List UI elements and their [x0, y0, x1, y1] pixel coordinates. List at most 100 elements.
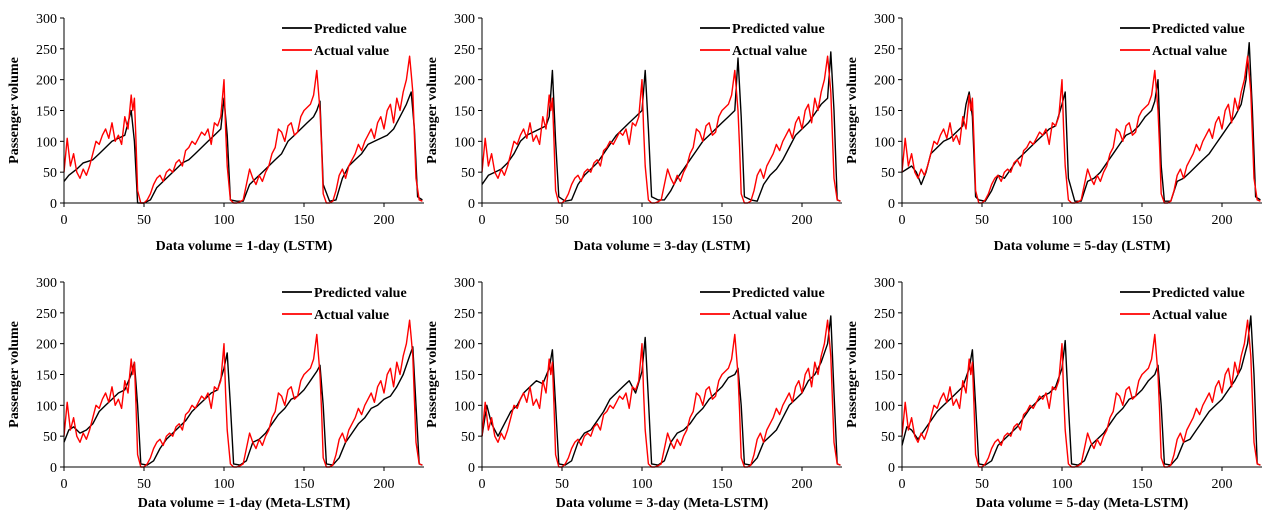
- x-tick-label: 200: [792, 213, 813, 228]
- legend-label: Predicted value: [732, 286, 825, 301]
- x-axis-title: Data volume = 1-day (Meta-LSTM): [138, 496, 351, 511]
- y-tick-label: 250: [454, 43, 475, 58]
- legend-label: Predicted value: [732, 22, 825, 37]
- y-axis-title: Passenger volume: [425, 321, 440, 428]
- y-tick-label: 300: [36, 276, 57, 291]
- x-tick-label: 100: [214, 213, 235, 228]
- series-line-actual: [901, 319, 1261, 468]
- series-line-predicted: [901, 42, 1261, 202]
- legend-label: Predicted value: [1152, 286, 1245, 301]
- y-tick-label: 200: [874, 338, 895, 353]
- y-tick-label: 100: [36, 135, 57, 150]
- x-tick-label: 0: [899, 477, 906, 492]
- legend-label: Actual value: [1152, 44, 1227, 59]
- y-tick-label: 300: [454, 276, 475, 291]
- chart-panel-6: 0 50 100 150 200 250 300 0 50 100 150 200 Data volum…: [845, 276, 1262, 511]
- y-tick-label: 100: [454, 399, 475, 414]
- x-tick-label: 0: [899, 213, 906, 228]
- series-line-predicted: [63, 346, 423, 466]
- legend: Predicted value Actual value: [1120, 22, 1245, 59]
- x-tick-label: 100: [632, 477, 653, 492]
- y-tick-label: 150: [36, 369, 57, 384]
- series-line-actual: [63, 319, 423, 468]
- y-tick-label: 150: [454, 105, 475, 120]
- x-tick-label: 150: [712, 477, 733, 492]
- y-tick-label: 250: [36, 43, 57, 58]
- y-tick-label: 50: [461, 430, 475, 445]
- y-tick-label: 250: [454, 307, 475, 322]
- x-tick-label: 0: [61, 213, 68, 228]
- y-tick-label: 0: [50, 461, 57, 476]
- x-axis-title: Data volume = 5-day (Meta-LSTM): [976, 496, 1189, 511]
- series-line-actual: [481, 55, 841, 204]
- y-tick-label: 300: [36, 12, 57, 27]
- legend-label: Actual value: [314, 44, 389, 59]
- x-tick-label: 50: [975, 477, 989, 492]
- x-tick-label: 150: [294, 213, 315, 228]
- legend: Predicted value Actual value: [1120, 286, 1245, 323]
- x-axis-title: Data volume = 3-day (Meta-LSTM): [556, 496, 769, 511]
- x-tick-label: 200: [1212, 477, 1233, 492]
- y-tick-label: 150: [874, 369, 895, 384]
- y-tick-label: 100: [874, 135, 895, 150]
- x-tick-label: 150: [712, 213, 733, 228]
- legend-label: Actual value: [314, 308, 389, 323]
- y-tick-label: 150: [454, 369, 475, 384]
- y-tick-label: 250: [874, 307, 895, 322]
- y-axis-title: Passenger volume: [845, 321, 860, 428]
- chart-panel-4: 0 50 100 150 200 250 300 0 50 100 150 200 Data volum…: [7, 276, 424, 511]
- chart-panel-2: 0 50 100 150 200 250 300 0 50 100 150 200 Data volum…: [425, 12, 842, 254]
- y-tick-label: 50: [881, 430, 895, 445]
- x-tick-label: 50: [137, 213, 151, 228]
- y-tick-label: 50: [43, 166, 57, 181]
- x-tick-label: 150: [1132, 477, 1153, 492]
- x-tick-label: 100: [1052, 213, 1073, 228]
- legend-label: Actual value: [1152, 308, 1227, 323]
- y-tick-label: 200: [454, 74, 475, 89]
- legend: Predicted value Actual value: [282, 22, 407, 59]
- x-tick-label: 100: [1052, 477, 1073, 492]
- y-axis-title: Passenger volume: [7, 57, 22, 164]
- x-tick-label: 200: [792, 477, 813, 492]
- y-tick-label: 200: [36, 74, 57, 89]
- x-axis-title: Data volume = 5-day (LSTM): [994, 239, 1171, 254]
- legend-label: Predicted value: [314, 22, 407, 37]
- x-tick-label: 150: [294, 477, 315, 492]
- chart-panel-3: 0 50 100 150 200 250 300 0 50 100 150 200 Data volum…: [845, 12, 1262, 254]
- x-axis-title: Data volume = 3-day (LSTM): [574, 239, 751, 254]
- series-line-predicted: [901, 315, 1261, 466]
- legend-label: Predicted value: [314, 286, 407, 301]
- y-tick-label: 300: [454, 12, 475, 27]
- x-tick-label: 100: [632, 213, 653, 228]
- x-tick-label: 50: [555, 213, 569, 228]
- y-axis-title: Passenger volume: [425, 57, 440, 164]
- y-tick-label: 50: [881, 166, 895, 181]
- legend-label: Actual value: [732, 308, 807, 323]
- y-tick-label: 0: [468, 197, 475, 212]
- y-tick-label: 300: [874, 12, 895, 27]
- legend: Predicted value Actual value: [282, 286, 407, 323]
- x-axis-title: Data volume = 1-day (LSTM): [156, 239, 333, 254]
- y-tick-label: 300: [874, 276, 895, 291]
- y-axis-title: Passenger volume: [7, 321, 22, 428]
- chart-panel-5: 0 50 100 150 200 250 300 0 50 100 150 200 Data volum…: [425, 276, 842, 511]
- y-tick-label: 50: [461, 166, 475, 181]
- chart-panel-1: 0 50 100 150 200 250 300 0 50 100 150 200 Data volum…: [7, 12, 424, 254]
- y-axis-title: Passenger volume: [845, 57, 860, 164]
- x-tick-label: 100: [214, 477, 235, 492]
- x-tick-label: 50: [975, 213, 989, 228]
- y-tick-label: 50: [43, 430, 57, 445]
- x-tick-label: 150: [1132, 213, 1153, 228]
- x-tick-label: 200: [1212, 213, 1233, 228]
- y-tick-label: 150: [874, 105, 895, 120]
- y-tick-label: 200: [454, 338, 475, 353]
- x-tick-label: 50: [137, 477, 151, 492]
- y-tick-label: 0: [888, 197, 895, 212]
- series-line-actual: [901, 55, 1261, 204]
- legend: Predicted value Actual value: [700, 22, 825, 59]
- legend-label: Predicted value: [1152, 22, 1245, 37]
- y-tick-label: 100: [454, 135, 475, 150]
- y-tick-label: 200: [874, 74, 895, 89]
- y-tick-label: 250: [36, 307, 57, 322]
